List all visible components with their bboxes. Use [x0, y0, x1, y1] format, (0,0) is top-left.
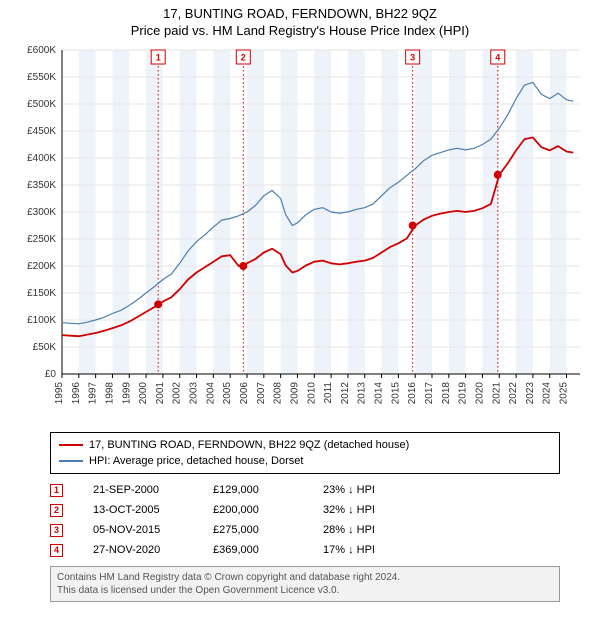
- sale-diff: 17% ↓ HPI: [323, 544, 423, 556]
- chart-subtitle: Price paid vs. HM Land Registry's House …: [0, 23, 600, 38]
- svg-text:£400K: £400K: [27, 153, 56, 164]
- chart-container: 17, BUNTING ROAD, FERNDOWN, BH22 9QZ Pri…: [0, 6, 600, 626]
- svg-text:2020: 2020: [474, 382, 485, 405]
- svg-text:2022: 2022: [508, 382, 519, 405]
- svg-text:£600K: £600K: [27, 45, 56, 56]
- svg-text:£350K: £350K: [27, 180, 56, 191]
- sale-date: 13-OCT-2005: [73, 504, 203, 516]
- svg-text:2000: 2000: [138, 382, 149, 405]
- legend: 17, BUNTING ROAD, FERNDOWN, BH22 9QZ (de…: [50, 432, 560, 474]
- sale-marker-icon: 1: [50, 484, 63, 497]
- legend-row-property: 17, BUNTING ROAD, FERNDOWN, BH22 9QZ (de…: [59, 437, 551, 453]
- svg-text:2023: 2023: [525, 382, 536, 405]
- sale-price: £129,000: [213, 484, 313, 496]
- svg-text:2002: 2002: [172, 382, 183, 405]
- sale-price: £200,000: [213, 504, 313, 516]
- sale-date: 27-NOV-2020: [73, 544, 203, 556]
- chart-svg: £0 £50K £100K £150K £200K £250K £300K £350K £400…: [10, 44, 590, 424]
- svg-text:£450K: £450K: [27, 126, 56, 137]
- sale-row: 3 05-NOV-2015 £275,000 28% ↓ HPI: [50, 520, 560, 540]
- attribution-box: Contains HM Land Registry data © Crown c…: [50, 566, 560, 602]
- sale-diff: 28% ↓ HPI: [323, 524, 423, 536]
- svg-text:£100K: £100K: [27, 315, 56, 326]
- sale-table: 1 21-SEP-2000 £129,000 23% ↓ HPI 2 13-OC…: [50, 480, 560, 560]
- svg-text:2011: 2011: [323, 382, 334, 404]
- svg-text:2019: 2019: [458, 382, 469, 405]
- svg-text:2009: 2009: [289, 382, 300, 405]
- svg-text:2017: 2017: [424, 382, 435, 405]
- svg-text:2: 2: [241, 53, 246, 63]
- chart-title: 17, BUNTING ROAD, FERNDOWN, BH22 9QZ: [0, 6, 600, 21]
- svg-text:2015: 2015: [390, 382, 401, 405]
- sale-diff: 23% ↓ HPI: [323, 484, 423, 496]
- svg-text:1995: 1995: [54, 382, 65, 405]
- sale-marker-icon: 2: [50, 504, 63, 517]
- svg-text:2021: 2021: [491, 382, 502, 405]
- svg-text:£550K: £550K: [27, 72, 56, 83]
- svg-text:2012: 2012: [340, 382, 351, 405]
- svg-text:2007: 2007: [256, 382, 267, 405]
- svg-text:2025: 2025: [559, 382, 570, 405]
- svg-text:2003: 2003: [189, 382, 200, 405]
- sale-row: 2 13-OCT-2005 £200,000 32% ↓ HPI: [50, 500, 560, 520]
- svg-text:1: 1: [156, 53, 161, 63]
- sale-price: £369,000: [213, 544, 313, 556]
- svg-text:2024: 2024: [542, 382, 553, 405]
- svg-text:2008: 2008: [273, 382, 284, 405]
- svg-text:£250K: £250K: [27, 234, 56, 245]
- svg-text:£0: £0: [45, 369, 57, 380]
- legend-swatch-hpi: [59, 460, 83, 462]
- sale-row: 4 27-NOV-2020 £369,000 17% ↓ HPI: [50, 540, 560, 560]
- svg-text:£300K: £300K: [27, 207, 56, 218]
- svg-text:1997: 1997: [88, 382, 99, 405]
- attribution-line: This data is licensed under the Open Gov…: [57, 584, 553, 597]
- svg-text:£200K: £200K: [27, 261, 56, 272]
- attribution-line: Contains HM Land Registry data © Crown c…: [57, 571, 553, 584]
- sale-diff: 32% ↓ HPI: [323, 504, 423, 516]
- svg-text:4: 4: [495, 53, 500, 63]
- svg-text:2010: 2010: [306, 382, 317, 405]
- svg-text:2013: 2013: [357, 382, 368, 405]
- svg-text:2005: 2005: [222, 382, 233, 405]
- chart-area: £0 £50K £100K £150K £200K £250K £300K £350K £400…: [10, 44, 590, 424]
- svg-text:£500K: £500K: [27, 99, 56, 110]
- svg-text:2018: 2018: [441, 382, 452, 405]
- sale-date: 21-SEP-2000: [73, 484, 203, 496]
- svg-text:2004: 2004: [205, 382, 216, 405]
- svg-text:2016: 2016: [407, 382, 418, 405]
- sale-date: 05-NOV-2015: [73, 524, 203, 536]
- legend-row-hpi: HPI: Average price, detached house, Dors…: [59, 453, 551, 469]
- svg-text:2001: 2001: [155, 382, 166, 405]
- sale-price: £275,000: [213, 524, 313, 536]
- svg-text:1998: 1998: [104, 382, 115, 405]
- legend-label-property: 17, BUNTING ROAD, FERNDOWN, BH22 9QZ (de…: [89, 437, 409, 453]
- svg-text:3: 3: [410, 53, 415, 63]
- legend-swatch-property: [59, 444, 83, 446]
- legend-label-hpi: HPI: Average price, detached house, Dors…: [89, 453, 303, 469]
- svg-text:£50K: £50K: [33, 342, 57, 353]
- svg-text:2014: 2014: [374, 382, 385, 405]
- sale-marker-icon: 3: [50, 524, 63, 537]
- svg-text:1996: 1996: [71, 382, 82, 405]
- svg-text:£150K: £150K: [27, 288, 56, 299]
- sale-marker-icon: 4: [50, 544, 63, 557]
- svg-text:2006: 2006: [239, 382, 250, 405]
- svg-text:1999: 1999: [121, 382, 132, 405]
- sale-row: 1 21-SEP-2000 £129,000 23% ↓ HPI: [50, 480, 560, 500]
